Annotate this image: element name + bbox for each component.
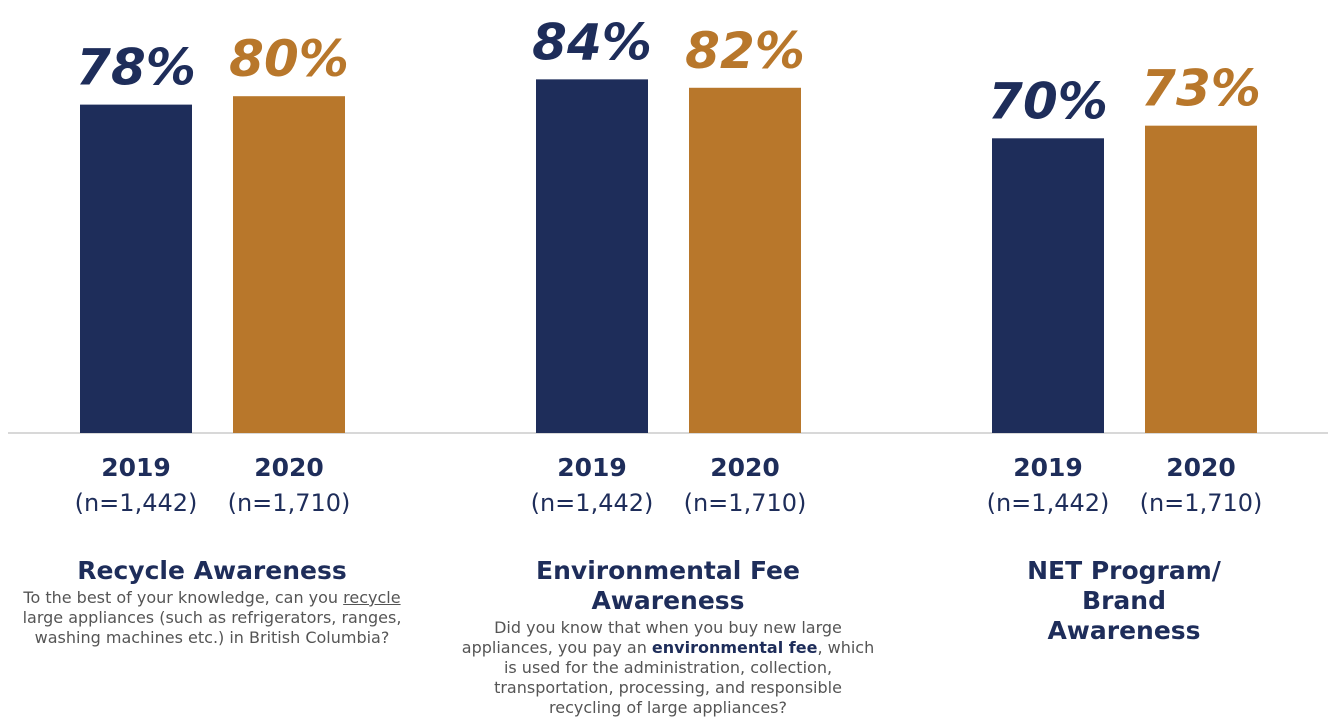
group-title: Recycle Awareness [77,556,347,585]
category-label: 2019 [1013,453,1083,482]
description-text: large appliances (such as refrigerators,… [22,608,402,647]
bar [992,138,1104,434]
description-text: recycle [343,588,401,607]
value-label: 80% [229,30,349,88]
value-label: 73% [1141,60,1261,118]
group-caption: Environmental Fee Awareness Did you know … [458,556,878,718]
value-label: 70% [988,72,1108,130]
sample-size: (n=1,710) [684,489,807,517]
description-text: environmental fee [651,638,818,657]
value-label: 84% [532,13,652,71]
category-label: 2020 [254,453,324,482]
sample-size: (n=1,442) [75,489,198,517]
category-label: 2019 [557,453,627,482]
category-label: 2019 [101,453,171,482]
bar [1145,125,1257,434]
description-text: To the best of your knowledge, can you [23,588,344,607]
description-text: Did you know that when you buy new large… [461,618,842,657]
sample-size: (n=1,442) [531,489,654,517]
category-label: 2020 [1166,453,1236,482]
bar [689,87,801,433]
sample-size: (n=1,442) [987,489,1110,517]
group-description: Did you know that when you buy new large… [458,618,878,718]
group-caption: Recycle Awareness To the best of your kno… [2,556,422,648]
group-caption: NET Program/ Brand Awareness [914,556,1328,646]
bar [536,79,648,434]
category-label: 2020 [710,453,780,482]
group-title: Environmental Fee Awareness [536,556,800,615]
sample-size: (n=1,710) [1140,489,1263,517]
sample-size: (n=1,710) [228,489,351,517]
group-description: To the best of your knowledge, can you r… [2,588,422,648]
value-label: 78% [76,39,196,97]
bar [233,96,345,433]
value-label: 82% [685,22,805,80]
group-title: NET Program/ Brand Awareness [1027,556,1221,645]
bar [80,104,192,434]
